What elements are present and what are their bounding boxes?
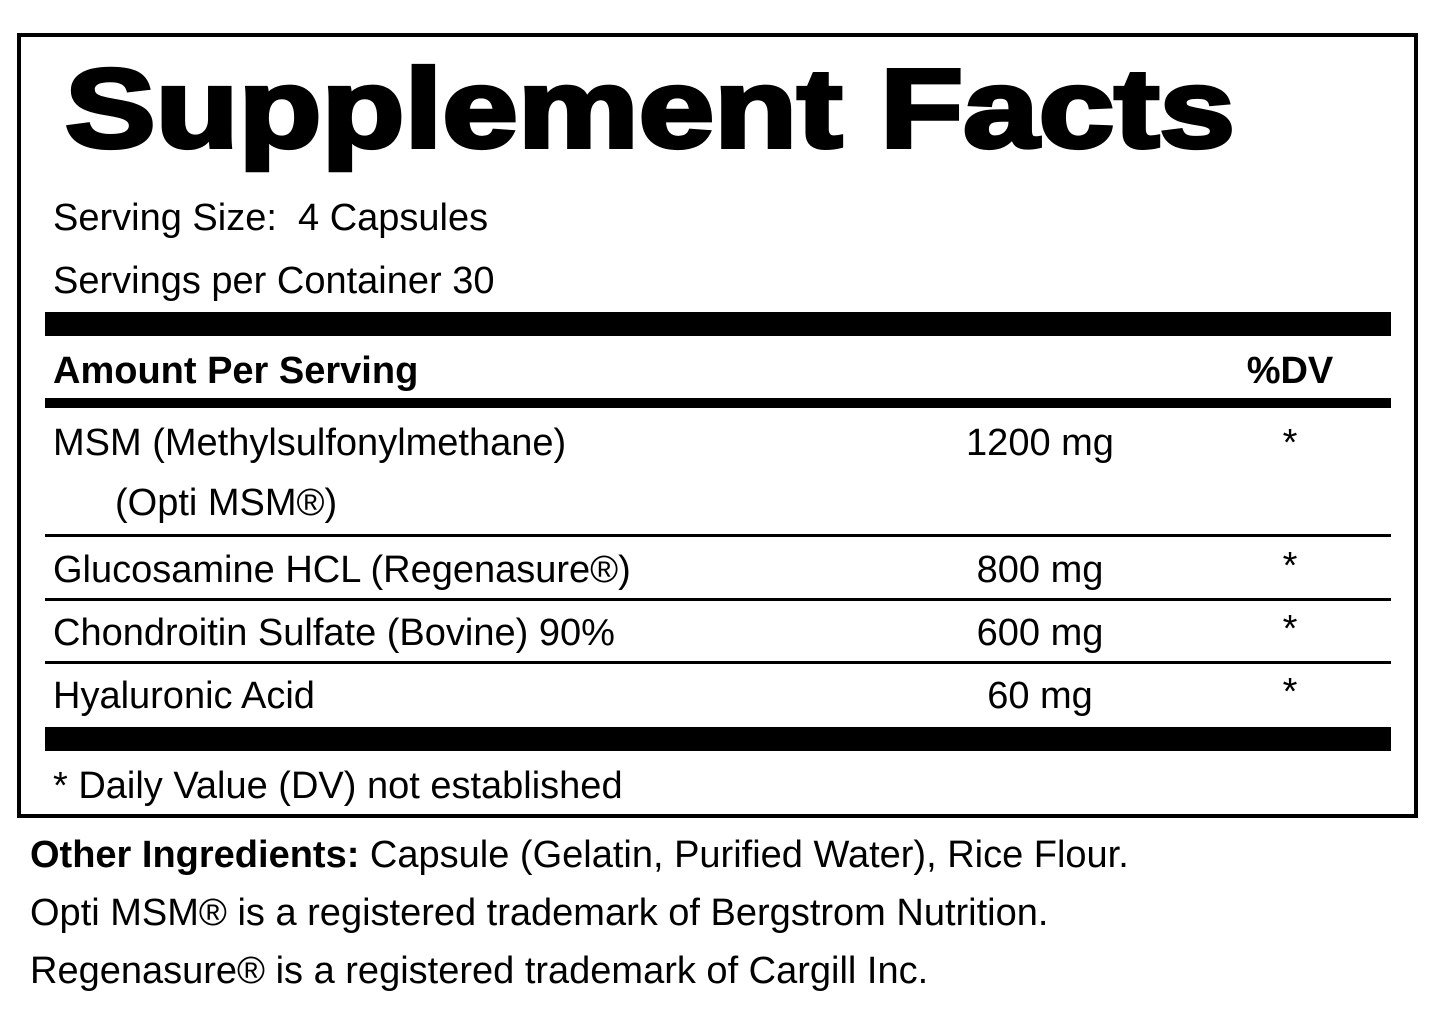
ingredient-name: MSM (Methylsulfonylmethane): [53, 422, 566, 464]
ingredient-name: Chondroitin Sulfate (Bovine) 90%: [53, 612, 615, 654]
trademark-note: Opti MSM® is a registered trademark of B…: [30, 892, 1048, 934]
header-dv: %DV: [1247, 350, 1334, 392]
ingredient-amount: 600 mg: [977, 612, 1104, 654]
facts-box: [17, 33, 1418, 818]
footnote: * Daily Value (DV) not established: [53, 765, 623, 807]
ingredient-amount: 800 mg: [977, 549, 1104, 591]
servings-per-container: Servings per Container 30: [53, 260, 494, 302]
ingredient-amount: 60 mg: [987, 675, 1093, 717]
other-ingredients: Other Ingredients: Capsule (Gelatin, Pur…: [30, 834, 1129, 876]
ingredient-dv: *: [1283, 422, 1298, 464]
ingredient-dv: *: [1283, 545, 1298, 587]
row-divider: [45, 534, 1391, 537]
other-ingredients-text: Capsule (Gelatin, Purified Water), Rice …: [359, 834, 1128, 876]
ingredient-dv: *: [1283, 608, 1298, 650]
title: Supplement Facts: [65, 46, 1235, 171]
row-divider: [45, 661, 1391, 664]
divider-thick: [45, 312, 1391, 336]
ingredient-dv: *: [1283, 671, 1298, 713]
divider-medium: [45, 398, 1391, 408]
other-ingredients-label: Other Ingredients:: [30, 834, 359, 876]
ingredient-amount: 1200 mg: [966, 422, 1114, 464]
divider-thick: [45, 727, 1391, 751]
trademark-note: Regenasure® is a registered trademark of…: [30, 950, 928, 992]
ingredient-name: Glucosamine HCL (Regenasure®): [53, 549, 631, 591]
ingredient-subname: (Opti MSM®): [115, 482, 337, 524]
ingredient-name: Hyaluronic Acid: [53, 675, 315, 717]
serving-size: Serving Size: 4 Capsules: [53, 197, 488, 239]
header-amount: Amount Per Serving: [53, 350, 418, 392]
row-divider: [45, 598, 1391, 601]
